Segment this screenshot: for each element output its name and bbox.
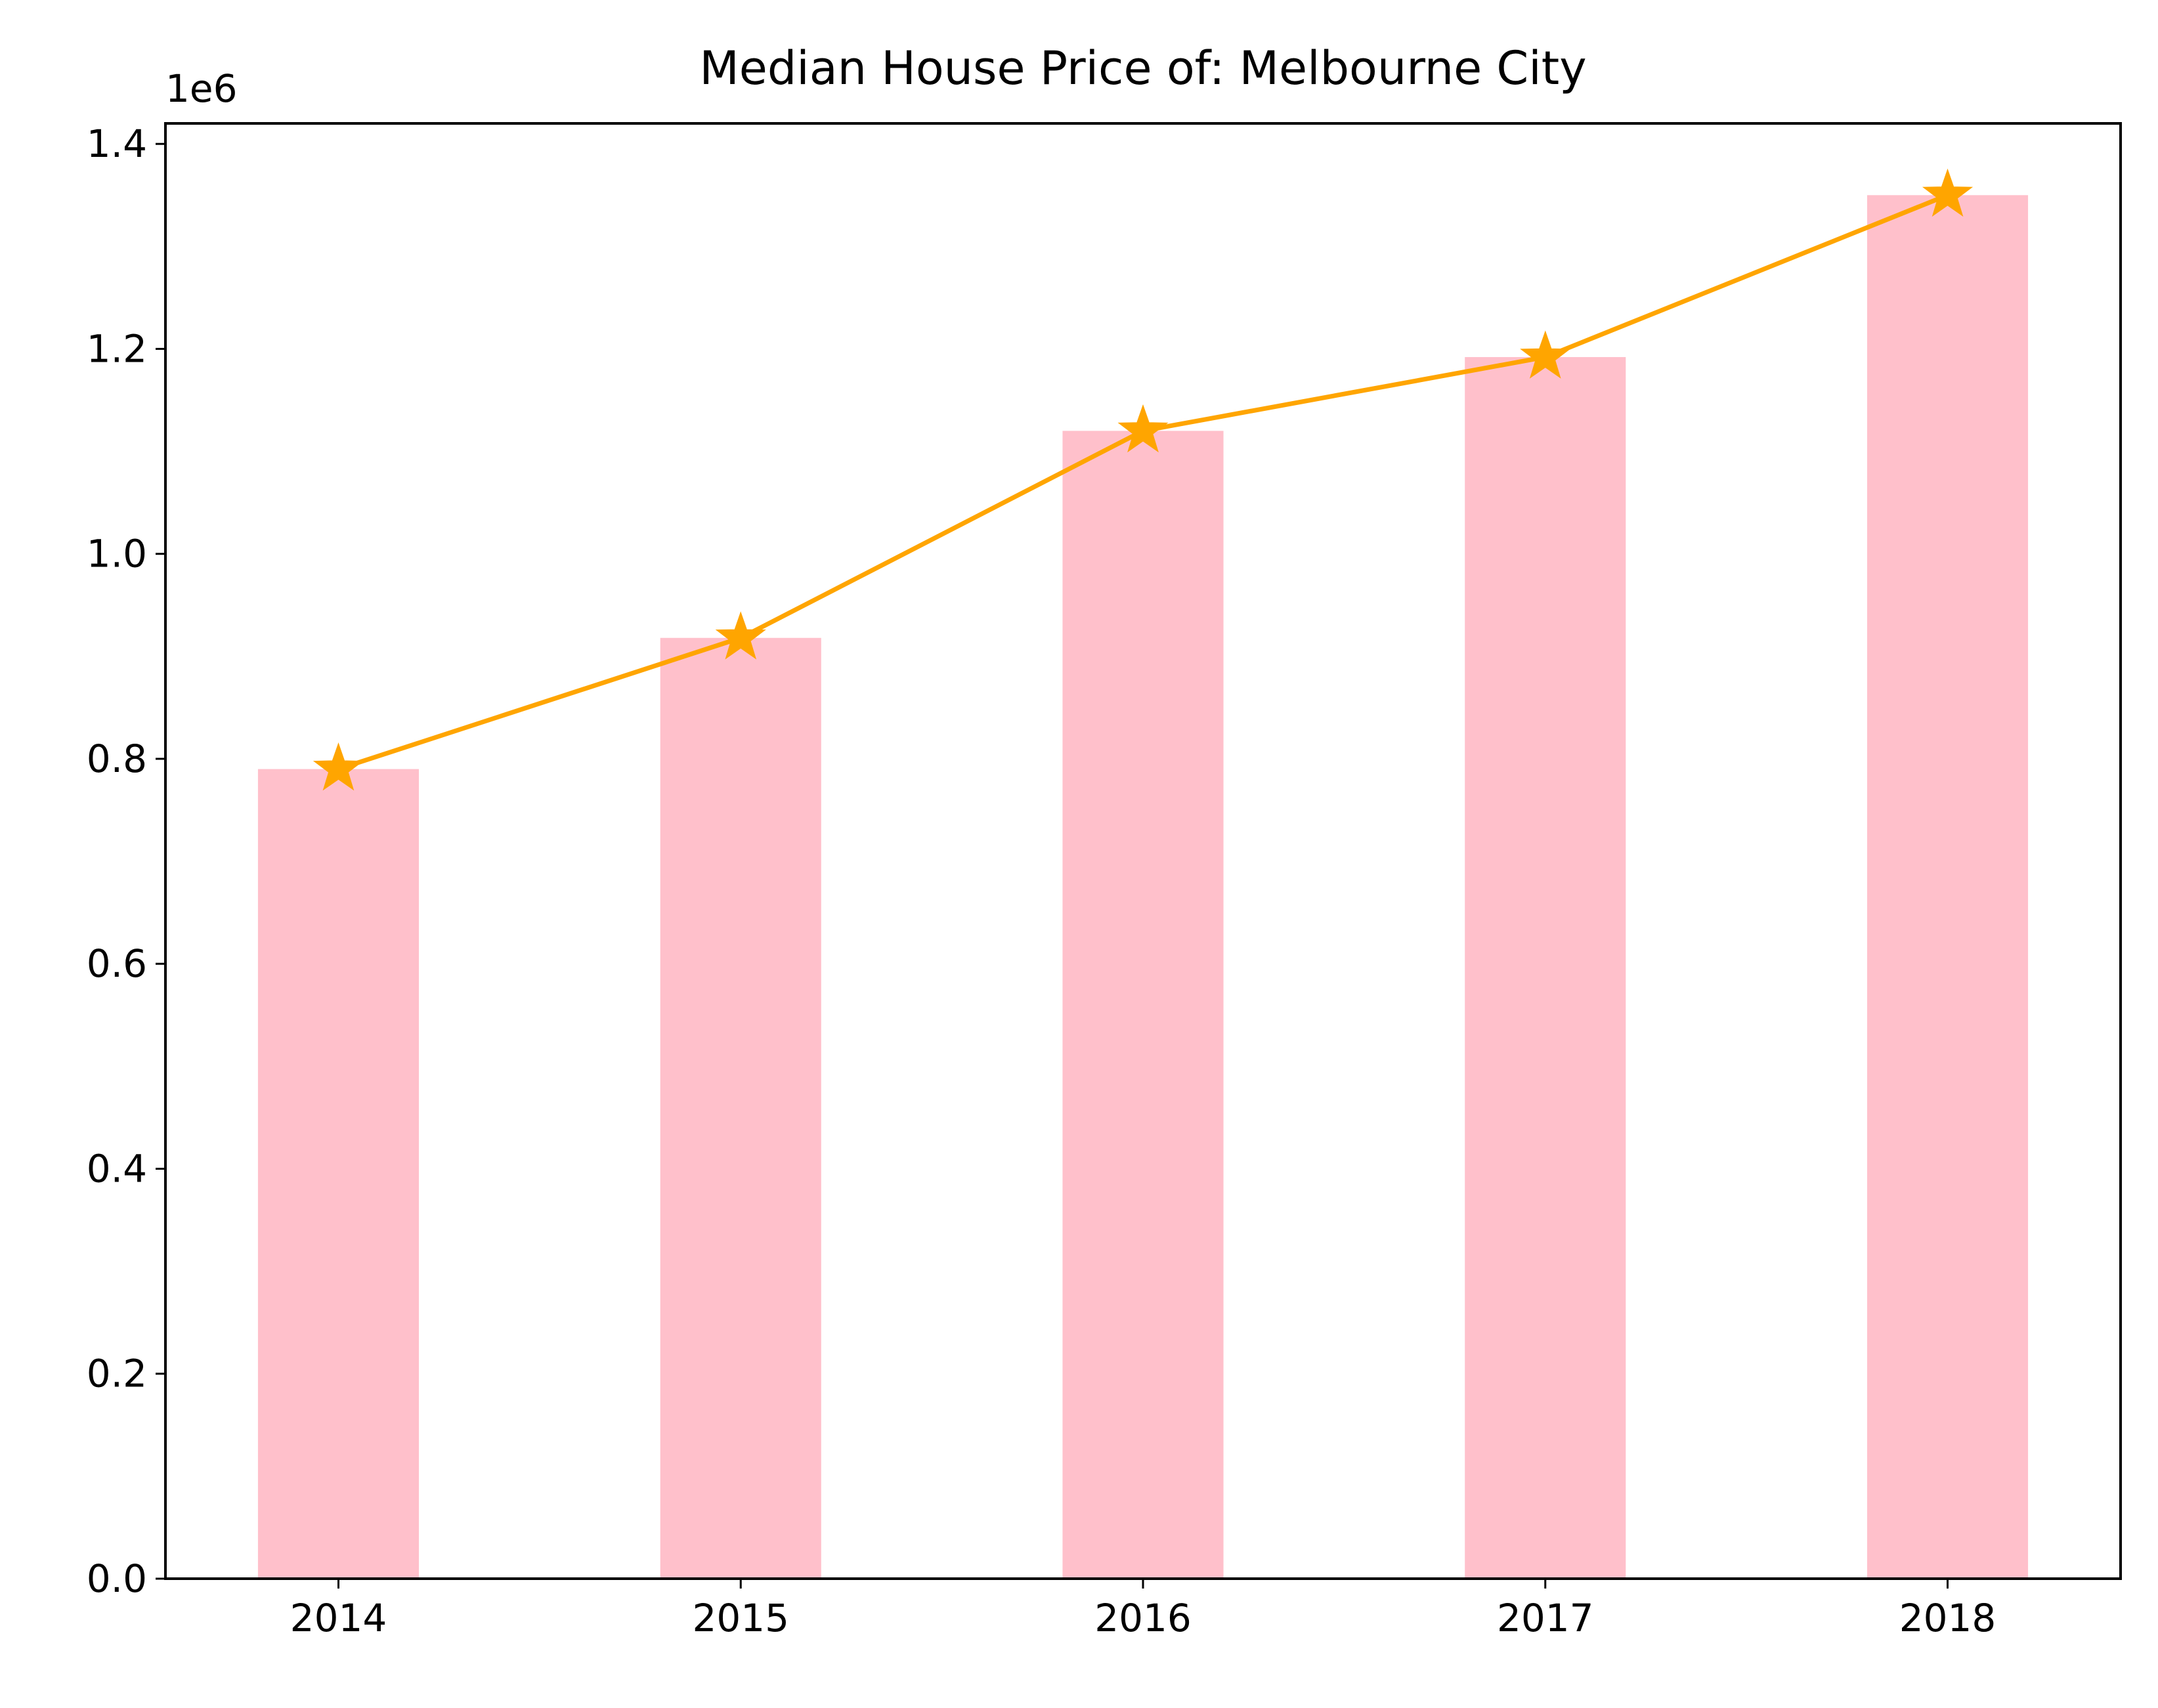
x-axis: 2014 2015 2016 2017 2018 <box>290 1579 1996 1640</box>
star-marker-2018 <box>1922 168 1974 217</box>
bar-2015 <box>660 637 821 1579</box>
x-tick-label-2017: 2017 <box>1497 1596 1594 1640</box>
bar-2017 <box>1465 356 1626 1579</box>
y-axis-offset-label: 1e6 <box>165 66 238 111</box>
y-tick-label-1.0: 1.0 <box>87 532 147 576</box>
star-marker-2017 <box>1520 330 1571 379</box>
x-tick-label-2015: 2015 <box>692 1596 789 1640</box>
y-tick-label-1.4: 1.4 <box>87 121 147 166</box>
star-marker-2014 <box>313 742 364 791</box>
line-layer <box>313 168 1974 791</box>
chart-title: Median House Price of: Melbourne City <box>699 41 1586 95</box>
y-tick-label-1.2: 1.2 <box>87 326 147 371</box>
bar-2014 <box>257 769 420 1579</box>
x-tick-label-2018: 2018 <box>1899 1596 1996 1640</box>
y-tick-label-0.8: 0.8 <box>87 737 147 781</box>
y-tick-label-0.0: 0.0 <box>87 1556 147 1601</box>
bar-layer <box>257 195 2029 1579</box>
x-tick-label-2016: 2016 <box>1094 1596 1192 1640</box>
x-tick-label-2014: 2014 <box>290 1596 387 1640</box>
y-tick-label-0.6: 0.6 <box>87 941 147 986</box>
bar-2016 <box>1062 431 1224 1579</box>
y-tick-label-0.2: 0.2 <box>87 1352 147 1396</box>
y-tick-label-0.4: 0.4 <box>87 1146 147 1191</box>
y-axis: 0.0 0.2 0.4 0.6 0.8 1.0 1.2 1.4 <box>87 121 165 1601</box>
star-marker-2016 <box>1117 404 1169 453</box>
bar-2018 <box>1867 195 2029 1579</box>
star-marker-2015 <box>715 611 766 660</box>
